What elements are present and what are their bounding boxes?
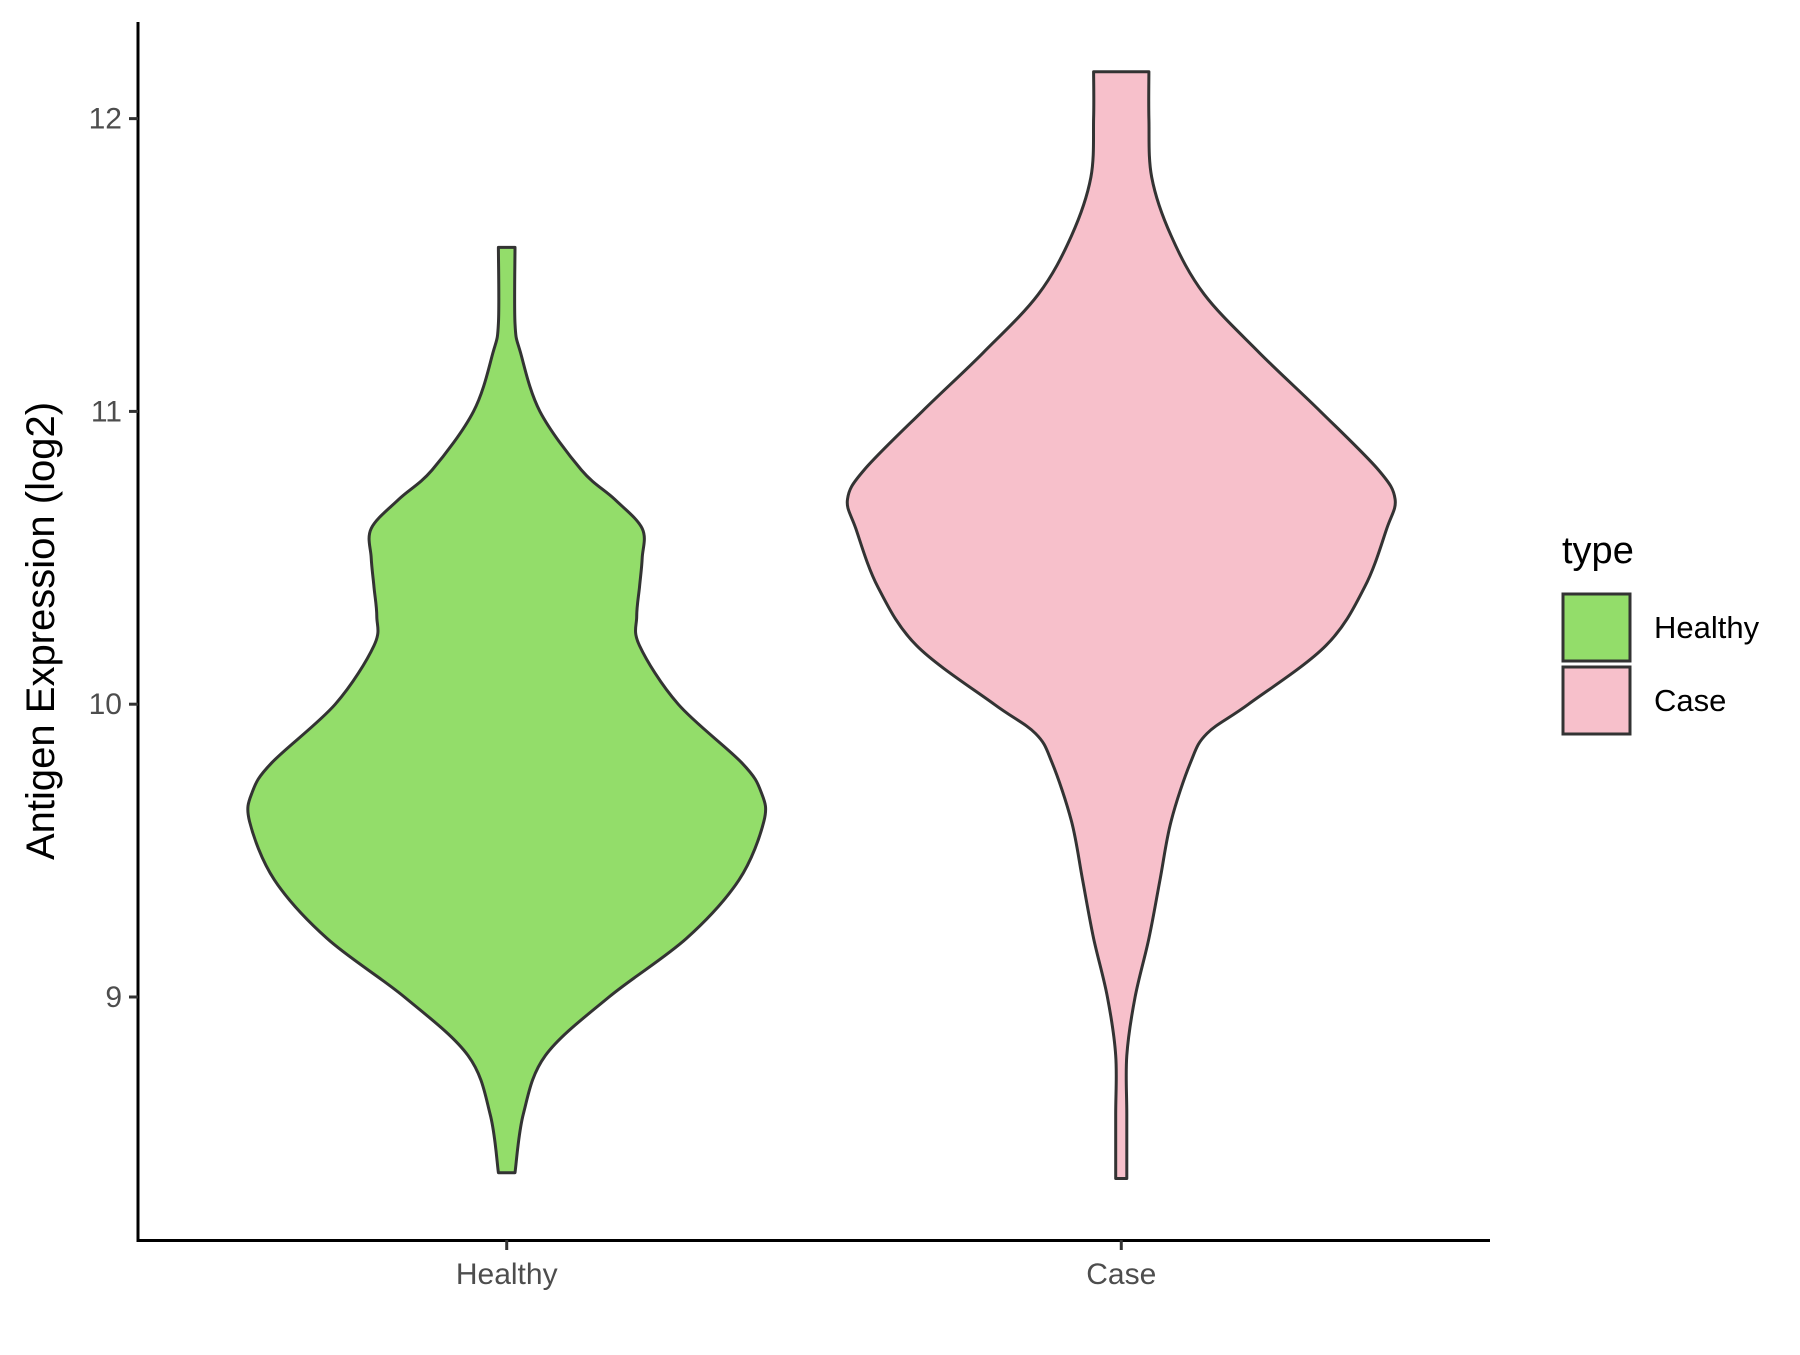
legend-title: type [1562, 530, 1634, 572]
legend-label-healthy: Healthy [1654, 610, 1760, 645]
x-ticks-layer: Healthy Case [456, 1240, 1156, 1291]
legend-entries: Healthy Case [1561, 592, 1760, 736]
violin-healthy [246, 245, 768, 1175]
y-ticks-layer: 9 10 11 12 [89, 103, 138, 1014]
y-tick-label: 12 [89, 103, 122, 136]
y-tick-label: 9 [105, 981, 122, 1014]
axes-layer [136, 22, 1490, 1242]
y-tick-label: 10 [89, 688, 122, 721]
y-axis-title: Antigen Expression (log2) [19, 402, 63, 860]
violin-case [845, 70, 1397, 1180]
x-tick-label: Case [1086, 1258, 1156, 1291]
violins-layer [246, 70, 1397, 1180]
legend-label-case: Case [1654, 683, 1726, 718]
legend: type Healthy Case [1561, 530, 1760, 736]
x-tick-label: Healthy [456, 1258, 558, 1291]
legend-swatch-case [1561, 665, 1632, 736]
y-tick-label: 11 [91, 395, 122, 428]
legend-swatch-healthy [1561, 592, 1632, 663]
